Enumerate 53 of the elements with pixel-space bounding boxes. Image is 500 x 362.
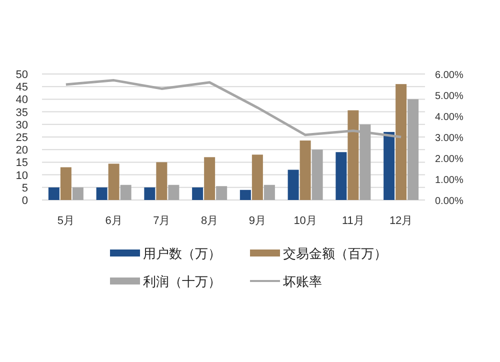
y-tick-label: 40 <box>16 94 28 106</box>
bar <box>48 187 60 200</box>
y2-tick-label: 4.00% <box>435 112 464 123</box>
y-tick-label: 0 <box>22 195 28 207</box>
legend-label: 交易金额（百万） <box>283 246 387 261</box>
bar <box>168 184 180 200</box>
x-tick-label: 7月 <box>153 215 170 227</box>
legend-label: 利润（十万） <box>143 274 221 289</box>
bar <box>336 152 347 200</box>
bar <box>396 84 407 200</box>
y-tick-label: 25 <box>16 132 28 144</box>
y-tick-label: 5 <box>22 182 28 194</box>
y-tick-label: 35 <box>16 106 28 119</box>
y2-tick-label: 3.00% <box>435 133 464 144</box>
x-tick-label: 10月 <box>294 215 317 227</box>
y2-tick-label: 1.00% <box>435 175 464 186</box>
y2-tick-label: 5.00% <box>435 91 464 102</box>
bar <box>120 184 132 200</box>
bar <box>156 162 168 200</box>
y2-tick-label: 6.00% <box>435 70 464 81</box>
x-tick-label: 12月 <box>389 215 413 227</box>
y-tick-label: 30 <box>16 119 28 132</box>
x-tick-label: 9月 <box>248 215 266 227</box>
bar <box>252 154 263 200</box>
bar <box>204 157 216 200</box>
bar <box>264 184 275 200</box>
y-tick-label: 10 <box>16 170 28 182</box>
bar <box>192 187 204 200</box>
y-tick-label: 15 <box>16 157 28 170</box>
y2-tick-label: 0.00% <box>435 196 464 207</box>
bar <box>108 164 120 200</box>
y-tick-label: 45 <box>16 82 28 94</box>
bar <box>60 167 72 200</box>
bar <box>240 190 251 200</box>
bar <box>408 99 419 200</box>
y2-tick-label: 2.00% <box>435 154 464 165</box>
x-tick-label: 6月 <box>105 215 122 227</box>
bar <box>300 140 311 200</box>
legend-label: 坏账率 <box>282 274 322 289</box>
x-tick-label: 5月 <box>57 215 74 227</box>
y-tick-label: 50 <box>16 69 28 81</box>
bar <box>144 187 156 200</box>
legend-label: 用户数（万） <box>143 246 221 261</box>
bar <box>72 187 84 200</box>
x-tick-label: 8月 <box>201 215 218 227</box>
bar <box>288 170 299 200</box>
y-tick-label: 20 <box>16 144 28 157</box>
bar <box>348 110 359 200</box>
bar <box>96 187 108 200</box>
bar <box>216 186 228 200</box>
x-tick-label: 11月 <box>342 215 364 227</box>
bar <box>384 132 395 200</box>
bar <box>312 150 323 200</box>
